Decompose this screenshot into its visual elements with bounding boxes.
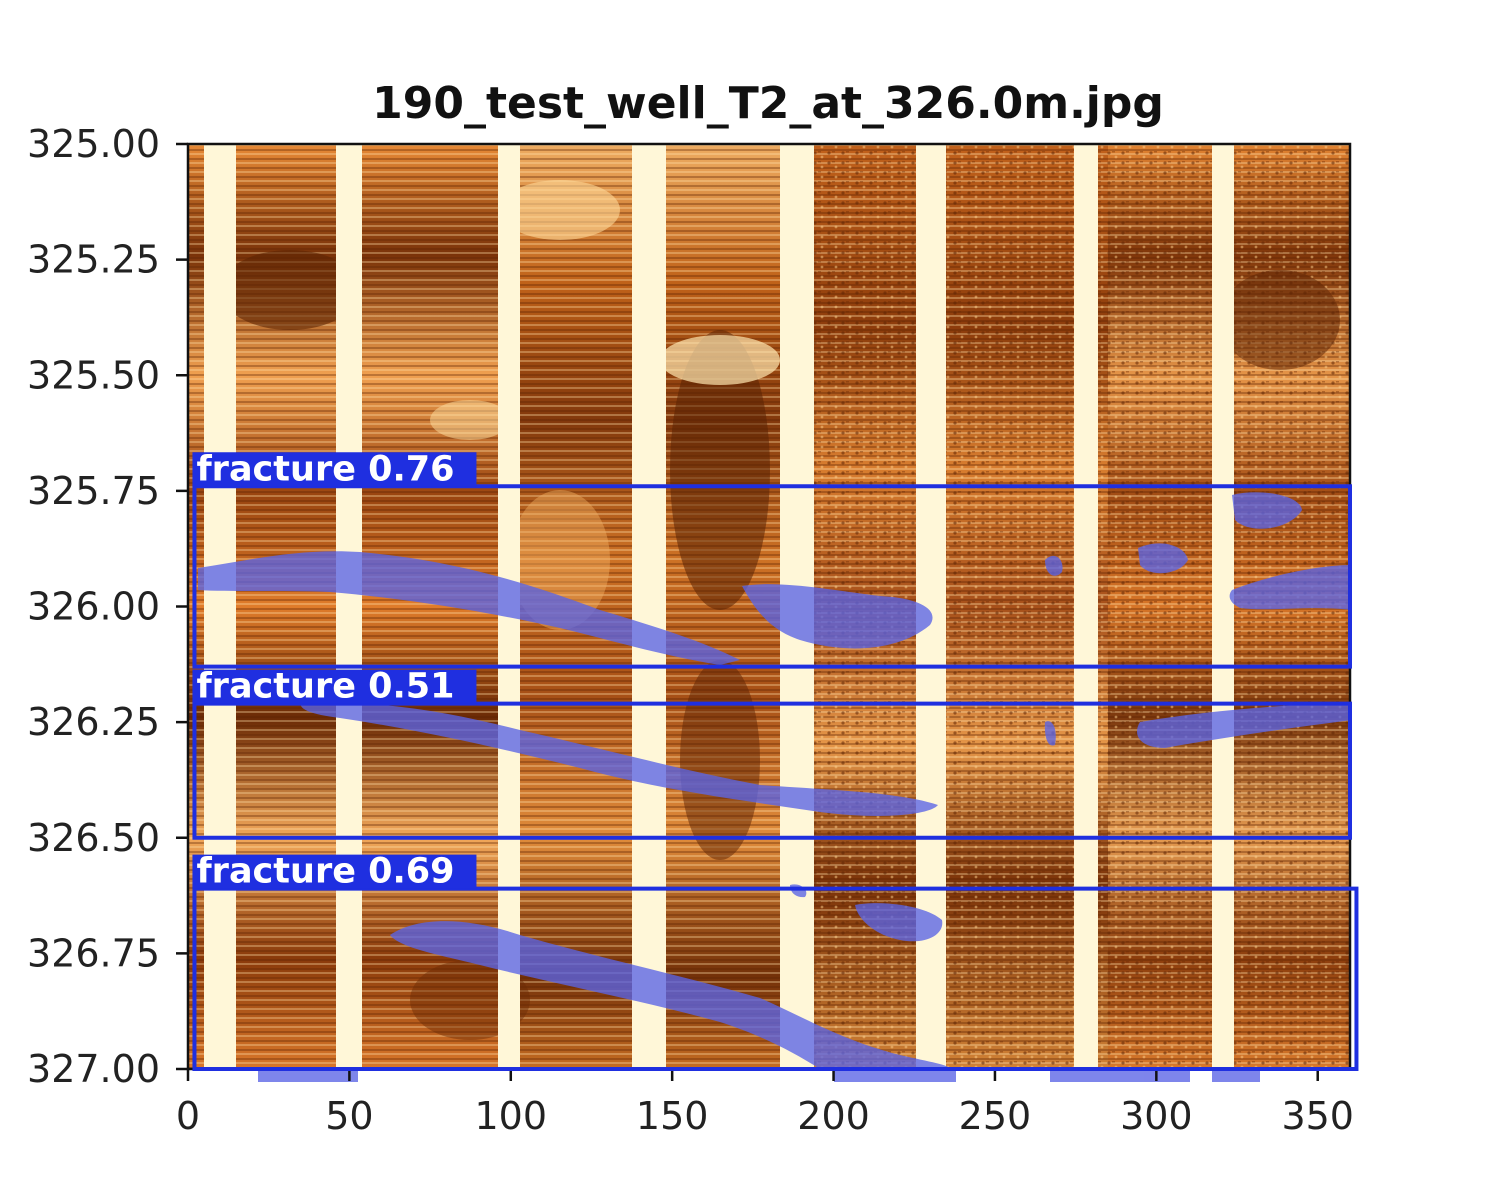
fracture-mask xyxy=(1138,543,1188,574)
fracture-mask xyxy=(198,551,740,665)
bounding-box xyxy=(192,484,1352,669)
detection-label: fracture 0.51 xyxy=(196,667,454,707)
bounding-box xyxy=(192,701,1352,840)
y-tick-label: 326.75 xyxy=(27,931,160,975)
detection-box: fracture 0.51 xyxy=(192,667,1352,840)
x-tick-label: 300 xyxy=(1120,1094,1193,1138)
y-tick-label: 326.00 xyxy=(27,585,160,629)
fracture-mask xyxy=(855,903,943,942)
fracture-mask xyxy=(1044,721,1056,746)
detection-box: fracture 0.69 xyxy=(192,852,1359,1071)
detection-box: fracture 0.76 xyxy=(192,449,1352,669)
y-tick-label: 327.00 xyxy=(27,1047,160,1091)
fracture-mask xyxy=(1045,555,1063,576)
fracture-mask-edge xyxy=(258,1069,1260,1082)
y-tick-label: 325.75 xyxy=(27,469,160,513)
x-tick-label: 50 xyxy=(325,1094,373,1138)
label-background xyxy=(192,854,477,889)
x-tick-label: 350 xyxy=(1281,1094,1354,1138)
fracture-masks xyxy=(198,492,1350,1069)
label-background xyxy=(192,669,477,704)
fracture-mask xyxy=(1137,703,1350,748)
y-axis: 325.00 325.25 325.50 325.75 326.00 326.25 326.… xyxy=(27,122,188,1091)
label-background xyxy=(192,452,477,487)
fracture-mask xyxy=(1229,565,1350,610)
y-tick-label: 326.25 xyxy=(27,700,160,744)
y-tick-label: 325.00 xyxy=(27,122,160,166)
fracture-mask xyxy=(300,701,938,816)
bounding-box xyxy=(192,886,1359,1071)
x-tick-label: 250 xyxy=(959,1094,1032,1138)
fracture-mask xyxy=(742,584,933,649)
fracture-mask xyxy=(390,921,950,1069)
figure-title: 190_test_well_T2_at_326.0m.jpg xyxy=(372,78,1164,129)
detection-label: fracture 0.76 xyxy=(196,449,454,489)
y-tick-label: 325.50 xyxy=(27,353,160,397)
fracture-mask xyxy=(1232,492,1302,529)
x-tick-label: 0 xyxy=(176,1094,200,1138)
y-tick-label: 325.25 xyxy=(27,238,160,282)
x-tick-label: 200 xyxy=(797,1094,870,1138)
detection-label: fracture 0.69 xyxy=(196,852,454,892)
y-tick-label: 326.50 xyxy=(27,816,160,860)
detections: fracture 0.76 fracture 0.51 fracture 0.69 xyxy=(192,449,1359,1071)
x-tick-label: 100 xyxy=(475,1094,548,1138)
x-tick-label: 150 xyxy=(636,1094,709,1138)
